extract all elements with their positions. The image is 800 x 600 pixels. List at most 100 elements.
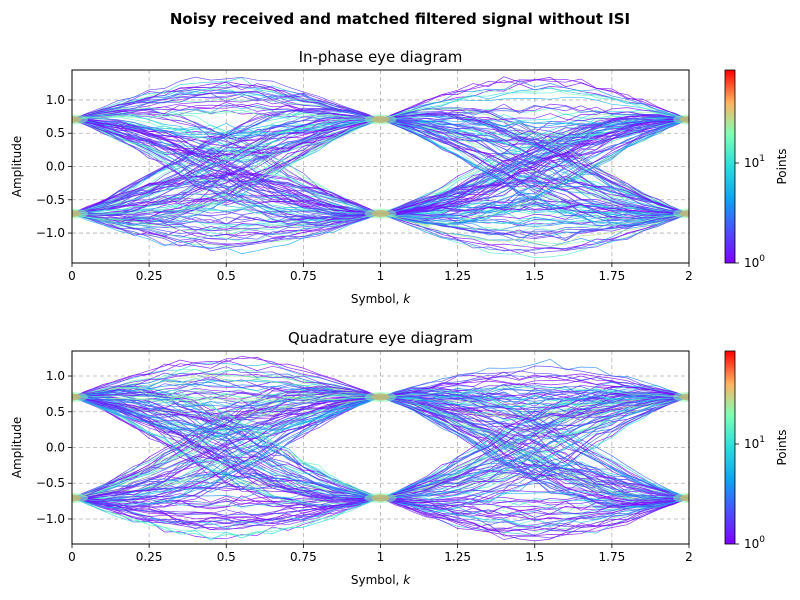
eye-trace <box>72 396 381 424</box>
eye-trace <box>380 119 689 219</box>
eye-trace <box>72 372 381 398</box>
eye-trace <box>380 113 689 122</box>
eye-trace <box>72 119 381 157</box>
eye-trace <box>380 370 689 398</box>
density-hotspot <box>72 208 88 219</box>
eye-trace <box>380 78 689 120</box>
eye-trace <box>380 497 689 518</box>
eye-trace <box>380 213 689 247</box>
eye-trace <box>380 497 689 527</box>
colorbar-tick-label: 101 <box>744 154 765 170</box>
density-hotspot <box>673 493 689 504</box>
eye-trace <box>380 382 689 499</box>
eye-trace <box>380 497 689 515</box>
eye-trace <box>72 392 381 499</box>
eye-trace <box>380 497 689 540</box>
eye-trace <box>380 87 689 120</box>
eye-trace <box>380 119 689 227</box>
eye-trace <box>380 396 689 499</box>
y-axis: −1.0 −0.5 0.0 0.5 1.0 <box>36 93 72 240</box>
eye-trace <box>72 119 381 162</box>
eye-trace <box>72 119 381 219</box>
colorbar-tick-label: 101 <box>744 435 765 451</box>
eye-trace <box>72 119 381 216</box>
panel-title: In-phase eye diagram <box>299 48 463 66</box>
density-hotspot <box>673 114 689 125</box>
density-hotspot <box>364 493 397 504</box>
x-axis: 0 0.25 0.5 0.75 1 1.25 1.5 1.75 2 <box>68 544 693 564</box>
eye-trace <box>380 396 689 506</box>
eye-trace <box>72 459 381 499</box>
eye-trace <box>380 390 689 499</box>
eye-trace <box>380 209 689 216</box>
eye-trace <box>72 116 381 214</box>
density-hotspot <box>364 114 397 125</box>
eye-trace <box>72 90 381 120</box>
x-tick-label: 0 <box>68 550 76 564</box>
eye-trace <box>380 463 689 499</box>
eye-trace <box>72 396 381 430</box>
eye-trace <box>72 396 381 506</box>
eye-trace <box>72 84 381 120</box>
eye-trace <box>72 396 381 431</box>
eye-trace <box>72 382 381 398</box>
eye-trace <box>72 118 381 214</box>
eye-trace <box>72 108 381 214</box>
eye-trace <box>380 395 689 402</box>
eye-trace <box>380 365 689 398</box>
eye-trace <box>380 396 689 509</box>
x-axis-label: Symbol, k <box>351 292 411 306</box>
x-tick-label: 1.5 <box>525 269 544 283</box>
colorbar-gradient <box>724 350 736 545</box>
x-tick-label: 0 <box>68 269 76 283</box>
eye-trace <box>380 107 689 214</box>
y-tick-label: 0.0 <box>46 160 65 174</box>
eye-trace <box>380 495 689 504</box>
eye-trace <box>72 384 381 398</box>
eye-trace <box>72 119 381 224</box>
x-tick-label: 1.25 <box>444 550 471 564</box>
eye-trace <box>72 119 381 214</box>
eye-trace <box>380 115 689 214</box>
eye-trace <box>380 119 689 214</box>
eye-trace <box>72 387 381 499</box>
eye-trace <box>72 107 381 214</box>
eye-trace <box>380 211 689 220</box>
eye-trace <box>72 396 381 403</box>
eye-trace <box>380 497 689 515</box>
eye-trace <box>72 205 381 214</box>
eye-trace <box>72 192 381 214</box>
colorbar-label: Points <box>775 148 789 184</box>
y-axis: −1.0 −0.5 0.0 0.5 1.0 <box>36 369 72 526</box>
eye-trace <box>380 119 689 215</box>
eye-trace <box>72 119 381 225</box>
eye-trace <box>380 115 689 214</box>
density-hotspot <box>72 493 88 504</box>
y-tick-label: −1.0 <box>36 512 65 526</box>
eye-trace <box>72 213 381 245</box>
eye-trace <box>72 391 381 499</box>
eye-traces <box>72 355 689 542</box>
eye-trace <box>72 378 381 398</box>
eye-trace <box>380 482 689 499</box>
eye-trace <box>380 179 689 214</box>
eye-trace <box>380 86 689 120</box>
eye-trace <box>380 470 689 499</box>
eye-trace <box>380 396 689 501</box>
eye-trace <box>380 396 689 499</box>
eye-trace <box>380 396 689 500</box>
eye-trace <box>72 119 381 225</box>
x-tick-label: 1.25 <box>444 269 471 283</box>
eye-trace <box>72 396 381 499</box>
eye-trace <box>72 209 381 216</box>
x-tick-label: 1.75 <box>599 269 626 283</box>
eye-trace <box>72 119 381 222</box>
eye-trace <box>380 213 689 233</box>
eye-trace <box>380 396 689 412</box>
eye-trace <box>72 395 381 499</box>
density-hotspot <box>673 208 689 219</box>
plot-area <box>71 350 690 545</box>
eye-trace <box>72 396 381 501</box>
colorbar: 100 101 Points <box>724 350 789 551</box>
